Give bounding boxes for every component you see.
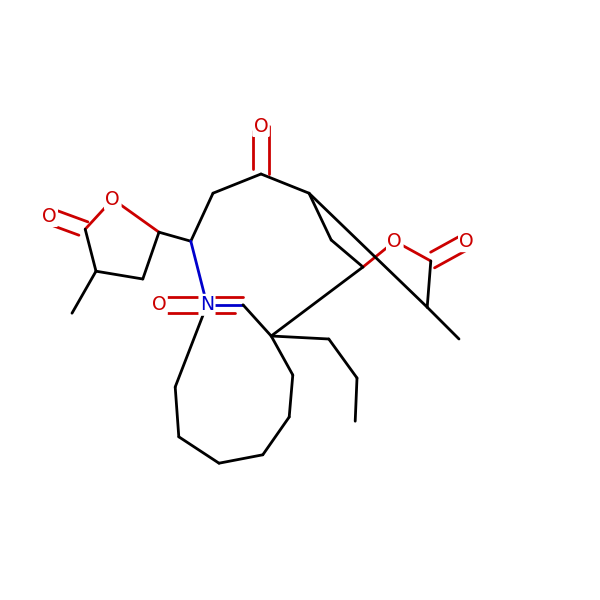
Text: O: O: [152, 295, 166, 314]
Text: O: O: [388, 232, 402, 251]
Text: N: N: [200, 295, 214, 314]
Text: O: O: [106, 190, 120, 209]
Text: O: O: [254, 116, 268, 136]
Text: O: O: [460, 232, 474, 251]
Text: O: O: [42, 206, 56, 226]
